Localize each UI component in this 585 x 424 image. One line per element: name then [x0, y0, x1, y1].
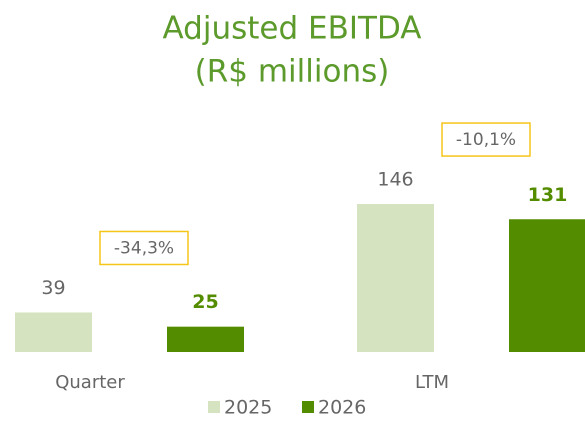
- annotation: -34,3%: [114, 238, 174, 258]
- bar: [15, 312, 92, 352]
- x-tick-label: LTM: [415, 372, 449, 393]
- legend-label: 2025: [224, 397, 272, 419]
- chart-subtitle: (R$ millions): [195, 54, 390, 90]
- data-label: 25: [192, 291, 218, 313]
- legend-swatch: [302, 401, 314, 413]
- bar: [357, 204, 434, 352]
- bar: [509, 219, 585, 352]
- legend-label: 2026: [318, 397, 366, 419]
- data-label: 131: [528, 184, 568, 206]
- x-tick-label: Quarter: [55, 372, 125, 393]
- legend-swatch: [208, 401, 220, 413]
- chart-title: Adjusted EBITDA: [163, 11, 422, 47]
- annotation-box: [99, 230, 189, 266]
- annotation-box: [441, 122, 531, 157]
- data-label: 39: [41, 277, 65, 299]
- annotation: -10,1%: [456, 130, 516, 150]
- data-label: 146: [377, 169, 413, 191]
- bar: [167, 326, 244, 352]
